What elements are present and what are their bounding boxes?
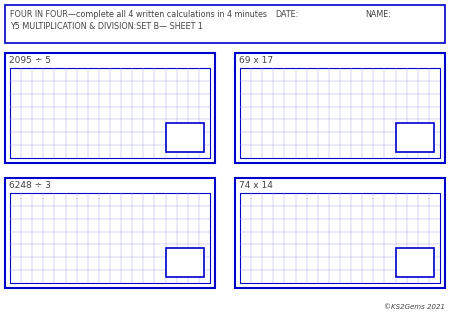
Text: DATE:: DATE: (275, 10, 298, 19)
Bar (166, 248, 204, 277)
Bar (396, 248, 434, 277)
Text: Y5 MULTIPLICATION & DIVISION:SET B— SHEET 1: Y5 MULTIPLICATION & DIVISION:SET B— SHEE… (10, 22, 203, 31)
Bar (5, 5, 445, 43)
Text: FOUR IN FOUR—complete all 4 written calculations in 4 minutes: FOUR IN FOUR—complete all 4 written calc… (10, 10, 267, 19)
Bar (235, 178, 445, 288)
Text: ©KS2Gems 2021: ©KS2Gems 2021 (384, 304, 445, 310)
Text: 6248 ÷ 3: 6248 ÷ 3 (9, 181, 51, 190)
Text: 74 x 14: 74 x 14 (239, 181, 273, 190)
Bar (10, 68, 210, 158)
Bar (240, 68, 440, 158)
Text: 69 x 17: 69 x 17 (239, 56, 273, 65)
Text: 2095 ÷ 5: 2095 ÷ 5 (9, 56, 51, 65)
Text: NAME:: NAME: (365, 10, 391, 19)
Bar (10, 193, 210, 283)
Bar (5, 53, 215, 163)
Bar (5, 178, 215, 288)
Bar (166, 123, 204, 152)
Bar (396, 123, 434, 152)
Bar (235, 53, 445, 163)
Bar (240, 193, 440, 283)
